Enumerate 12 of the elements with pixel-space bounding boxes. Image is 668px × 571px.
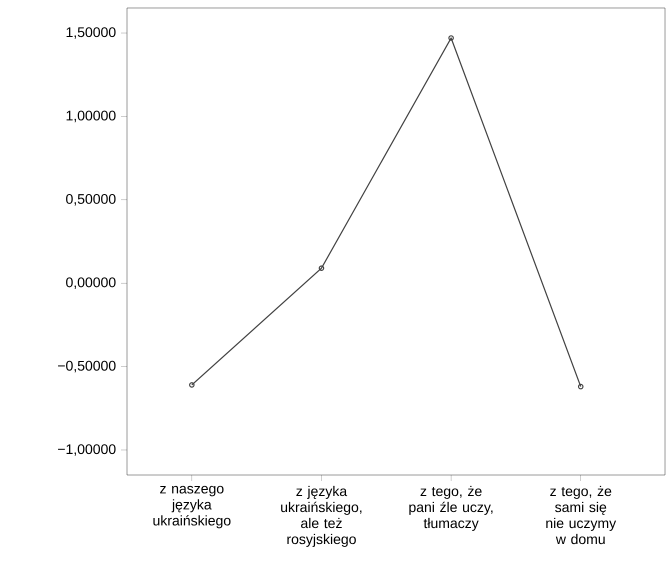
y-tick-label: 0,00000	[66, 277, 116, 289]
x-tick-label: z tego, że sami się nie uczymy w domu	[546, 486, 616, 544]
y-tick-label: −1,00000	[58, 444, 116, 456]
point	[448, 35, 454, 41]
y-tick-label: 1,00000	[66, 110, 116, 122]
y-tick-label: −0,50000	[58, 360, 116, 372]
point	[318, 265, 324, 271]
x-tick-label: z naszego języka ukraińskiego	[153, 486, 231, 528]
x-tick-label: z języka ukraińskiego, ale też rosyjskiego	[281, 486, 362, 547]
x-tick-label: z tego, że pani źle uczy, tłumaczy	[409, 486, 492, 531]
y-tick-label: 1,50000	[66, 27, 116, 39]
y-tick-label: 0,50000	[66, 194, 116, 206]
